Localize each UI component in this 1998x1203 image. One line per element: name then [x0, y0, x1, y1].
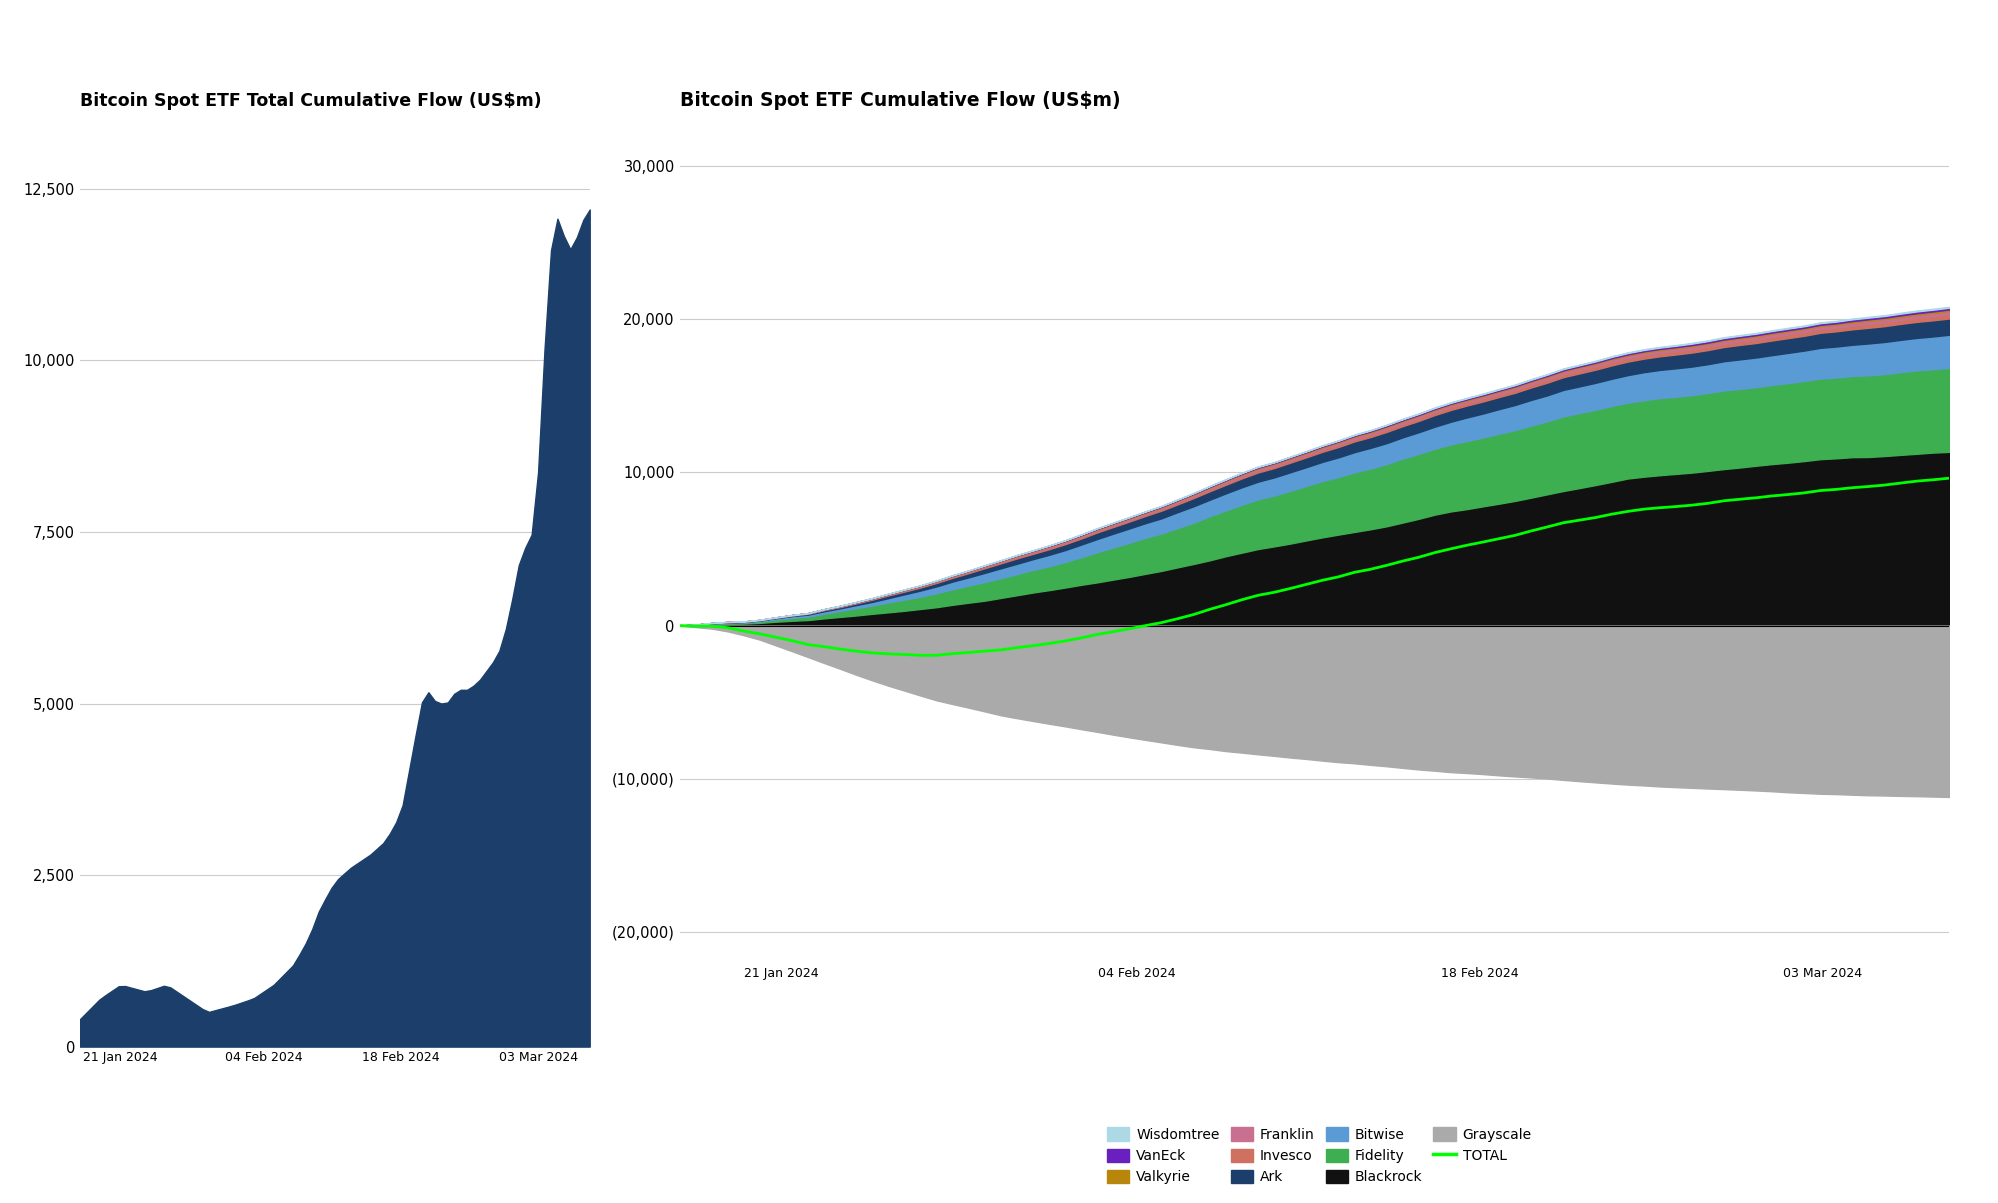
- Text: Bitcoin Spot ETF Total Cumulative Flow (US$m): Bitcoin Spot ETF Total Cumulative Flow (…: [80, 93, 541, 111]
- Legend: Wisdomtree, VanEck, Valkyrie, Franklin, Invesco, Ark, Bitwise, Fidelity, Blackro: Wisdomtree, VanEck, Valkyrie, Franklin, …: [1101, 1122, 1536, 1190]
- Text: Bitcoin Spot ETF Cumulative Flow (US$m): Bitcoin Spot ETF Cumulative Flow (US$m): [679, 91, 1119, 111]
